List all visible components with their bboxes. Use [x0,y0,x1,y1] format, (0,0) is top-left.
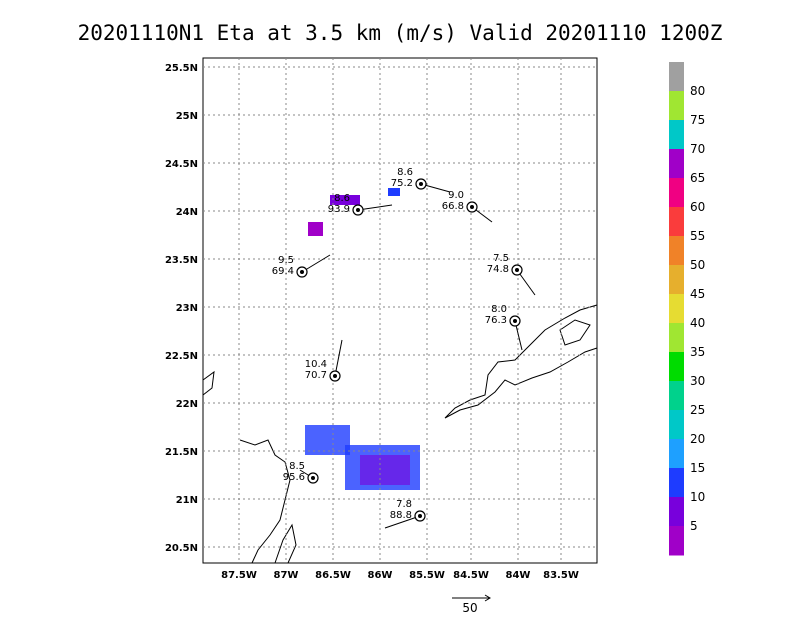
colorbar-label: 40 [690,316,705,330]
storm-pressure-label: 75.2 [391,178,413,189]
lat-label: 22.5N [165,351,198,362]
colorbar-label: 45 [690,287,705,301]
storm-wind-label: 7.8 [396,499,412,510]
storm-wind-label: 9.5 [278,255,294,266]
colorbar-segment [669,526,684,556]
storm-marker-center [333,374,337,378]
storm-pressure-label: 69.4 [272,266,294,277]
colorbar-segment [669,178,684,208]
storm-wind-label: 8.6 [397,167,413,178]
wind-shade [360,455,410,485]
lon-label: 84W [506,570,531,581]
lon-label: 86.5W [315,570,351,581]
storm-pressure-label: 95.6 [283,472,305,483]
wind-shade [308,222,323,236]
colorbar-label: 35 [690,345,705,359]
vector-scale-label: 50 [462,601,477,615]
storm-pressure-label: 66.8 [442,201,464,212]
colorbar-label: 70 [690,142,705,156]
lat-label: 22N [176,399,198,410]
coastlines [202,304,598,564]
storm-marker-center [356,208,360,212]
storm-marker-center [300,270,304,274]
wind-barb [334,339,343,377]
colorbar-label: 75 [690,113,705,127]
storm-marker-center [311,476,315,480]
lat-label: 23.5N [165,255,198,266]
lat-label: 25N [176,111,198,122]
storm-pressure-label: 88.8 [390,510,412,521]
storm-marker-center [418,514,422,518]
colorbar-segment [669,439,684,469]
colorbar-label: 80 [690,84,705,98]
colorbar-segment [669,294,684,324]
colorbar-segment [669,381,684,411]
storm-wind-label: 8.5 [289,461,305,472]
storm-wind-label: 8.0 [491,304,507,315]
lon-label: 84.5W [453,570,489,581]
colorbar-label: 5 [690,519,698,533]
storm-marker-center [515,268,519,272]
title: 20201110N1 Eta at 3.5 km (m/s) Valid 202… [78,21,723,45]
lon-label: 87.5W [221,570,257,581]
colorbar-segment [669,468,684,498]
colorbar-segment [669,497,684,527]
storm-wind-label: 8.6 [334,193,350,204]
lat-label: 20.5N [165,543,198,554]
lon-label: 83.5W [543,570,579,581]
storm-wind-label: 10.4 [305,359,327,370]
colorbar-label: 10 [690,490,705,504]
colorbar-segment [669,149,684,179]
storm-marker-center [419,182,423,186]
lat-label: 23N [176,303,198,314]
colorbar-segment [669,91,684,121]
colorbar-segment [669,207,684,237]
wind-barb [357,204,393,211]
colorbar-label: 15 [690,461,705,475]
colorbar-label: 20 [690,432,705,446]
storm-pressure-label: 76.3 [485,315,507,326]
colorbar-segment [669,265,684,295]
wind-field [305,188,420,490]
storm-pressure-label: 74.8 [487,264,509,275]
lat-label: 24N [176,207,198,218]
storm-marker-center [470,205,474,209]
colorbar-label: 25 [690,403,705,417]
lat-label: 24.5N [165,159,198,170]
colorbar-label: 60 [690,200,705,214]
lat-label: 21N [176,495,198,506]
colorbar-segment [669,236,684,266]
wind-shade [388,188,400,196]
storm-marker-center [513,319,517,323]
colorbar-segment [669,62,684,92]
lat-label: 25.5N [165,63,198,74]
wind-shade [305,425,350,455]
storm-wind-label: 7.5 [493,253,509,264]
colorbar-label: 65 [690,171,705,185]
storm-wind-label: 9.0 [448,190,464,201]
colorbar-segment [669,352,684,382]
colorbar-label: 50 [690,258,705,272]
lon-label: 85.5W [409,570,445,581]
colorbar-label: 30 [690,374,705,388]
plot-area [202,57,598,564]
storm-pressure-label: 93.9 [328,204,350,215]
lon-label: 86W [368,570,393,581]
lat-label: 21.5N [165,447,198,458]
storm-pressure-label: 70.7 [305,370,327,381]
colorbar-label: 55 [690,229,705,243]
lon-label: 87W [274,570,299,581]
wind-barb [384,515,421,529]
wind-shade [330,195,360,205]
colorbar-segment [669,323,684,353]
colorbar-segment [669,120,684,150]
vector-scale-arrow-head [484,594,491,602]
colorbar-segment [669,410,684,440]
